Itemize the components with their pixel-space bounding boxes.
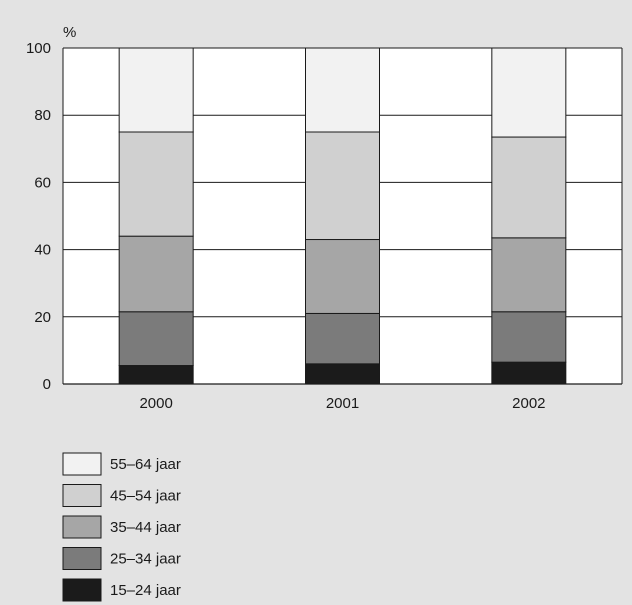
legend-swatch: [62, 578, 102, 602]
x-tick-label: 2000: [139, 395, 172, 412]
x-tick-label: 2002: [512, 395, 545, 412]
bar-segment: [118, 47, 194, 133]
legend-swatch: [62, 515, 102, 539]
legend-label: 45–54 jaar: [110, 488, 181, 505]
bar-segment: [491, 237, 567, 313]
legend-label: 55–64 jaar: [110, 456, 181, 473]
y-tick-label: 40: [34, 242, 51, 259]
y-axis-unit-label: %: [63, 24, 76, 41]
legend-swatch: [62, 547, 102, 570]
x-tick-label: 2001: [326, 395, 359, 412]
y-tick-label: 60: [34, 174, 51, 191]
bar-segment: [305, 47, 380, 133]
bar-segment: [118, 365, 194, 385]
bar-segment: [305, 131, 380, 241]
y-tick-label: 20: [34, 309, 51, 326]
bar-segment: [491, 311, 567, 363]
legend-swatch: [62, 484, 102, 507]
legend-label: 25–34 jaar: [110, 551, 181, 568]
bar-segment: [305, 239, 380, 314]
bar-segment: [118, 131, 194, 237]
legend-label: 35–44 jaar: [110, 519, 181, 536]
y-tick-label: 0: [43, 376, 51, 393]
y-tick-label: 80: [34, 107, 51, 124]
bar-segment: [491, 136, 567, 239]
bar-segment: [305, 312, 380, 365]
legend-label: 15–24 jaar: [110, 582, 181, 599]
y-tick-label: 100: [26, 40, 51, 57]
bar-segment: [118, 311, 194, 367]
bar-segment: [118, 235, 194, 313]
bar-segment: [305, 363, 380, 385]
legend-swatch: [62, 452, 102, 476]
bar-segment: [491, 47, 567, 138]
bar-segment: [491, 361, 567, 385]
